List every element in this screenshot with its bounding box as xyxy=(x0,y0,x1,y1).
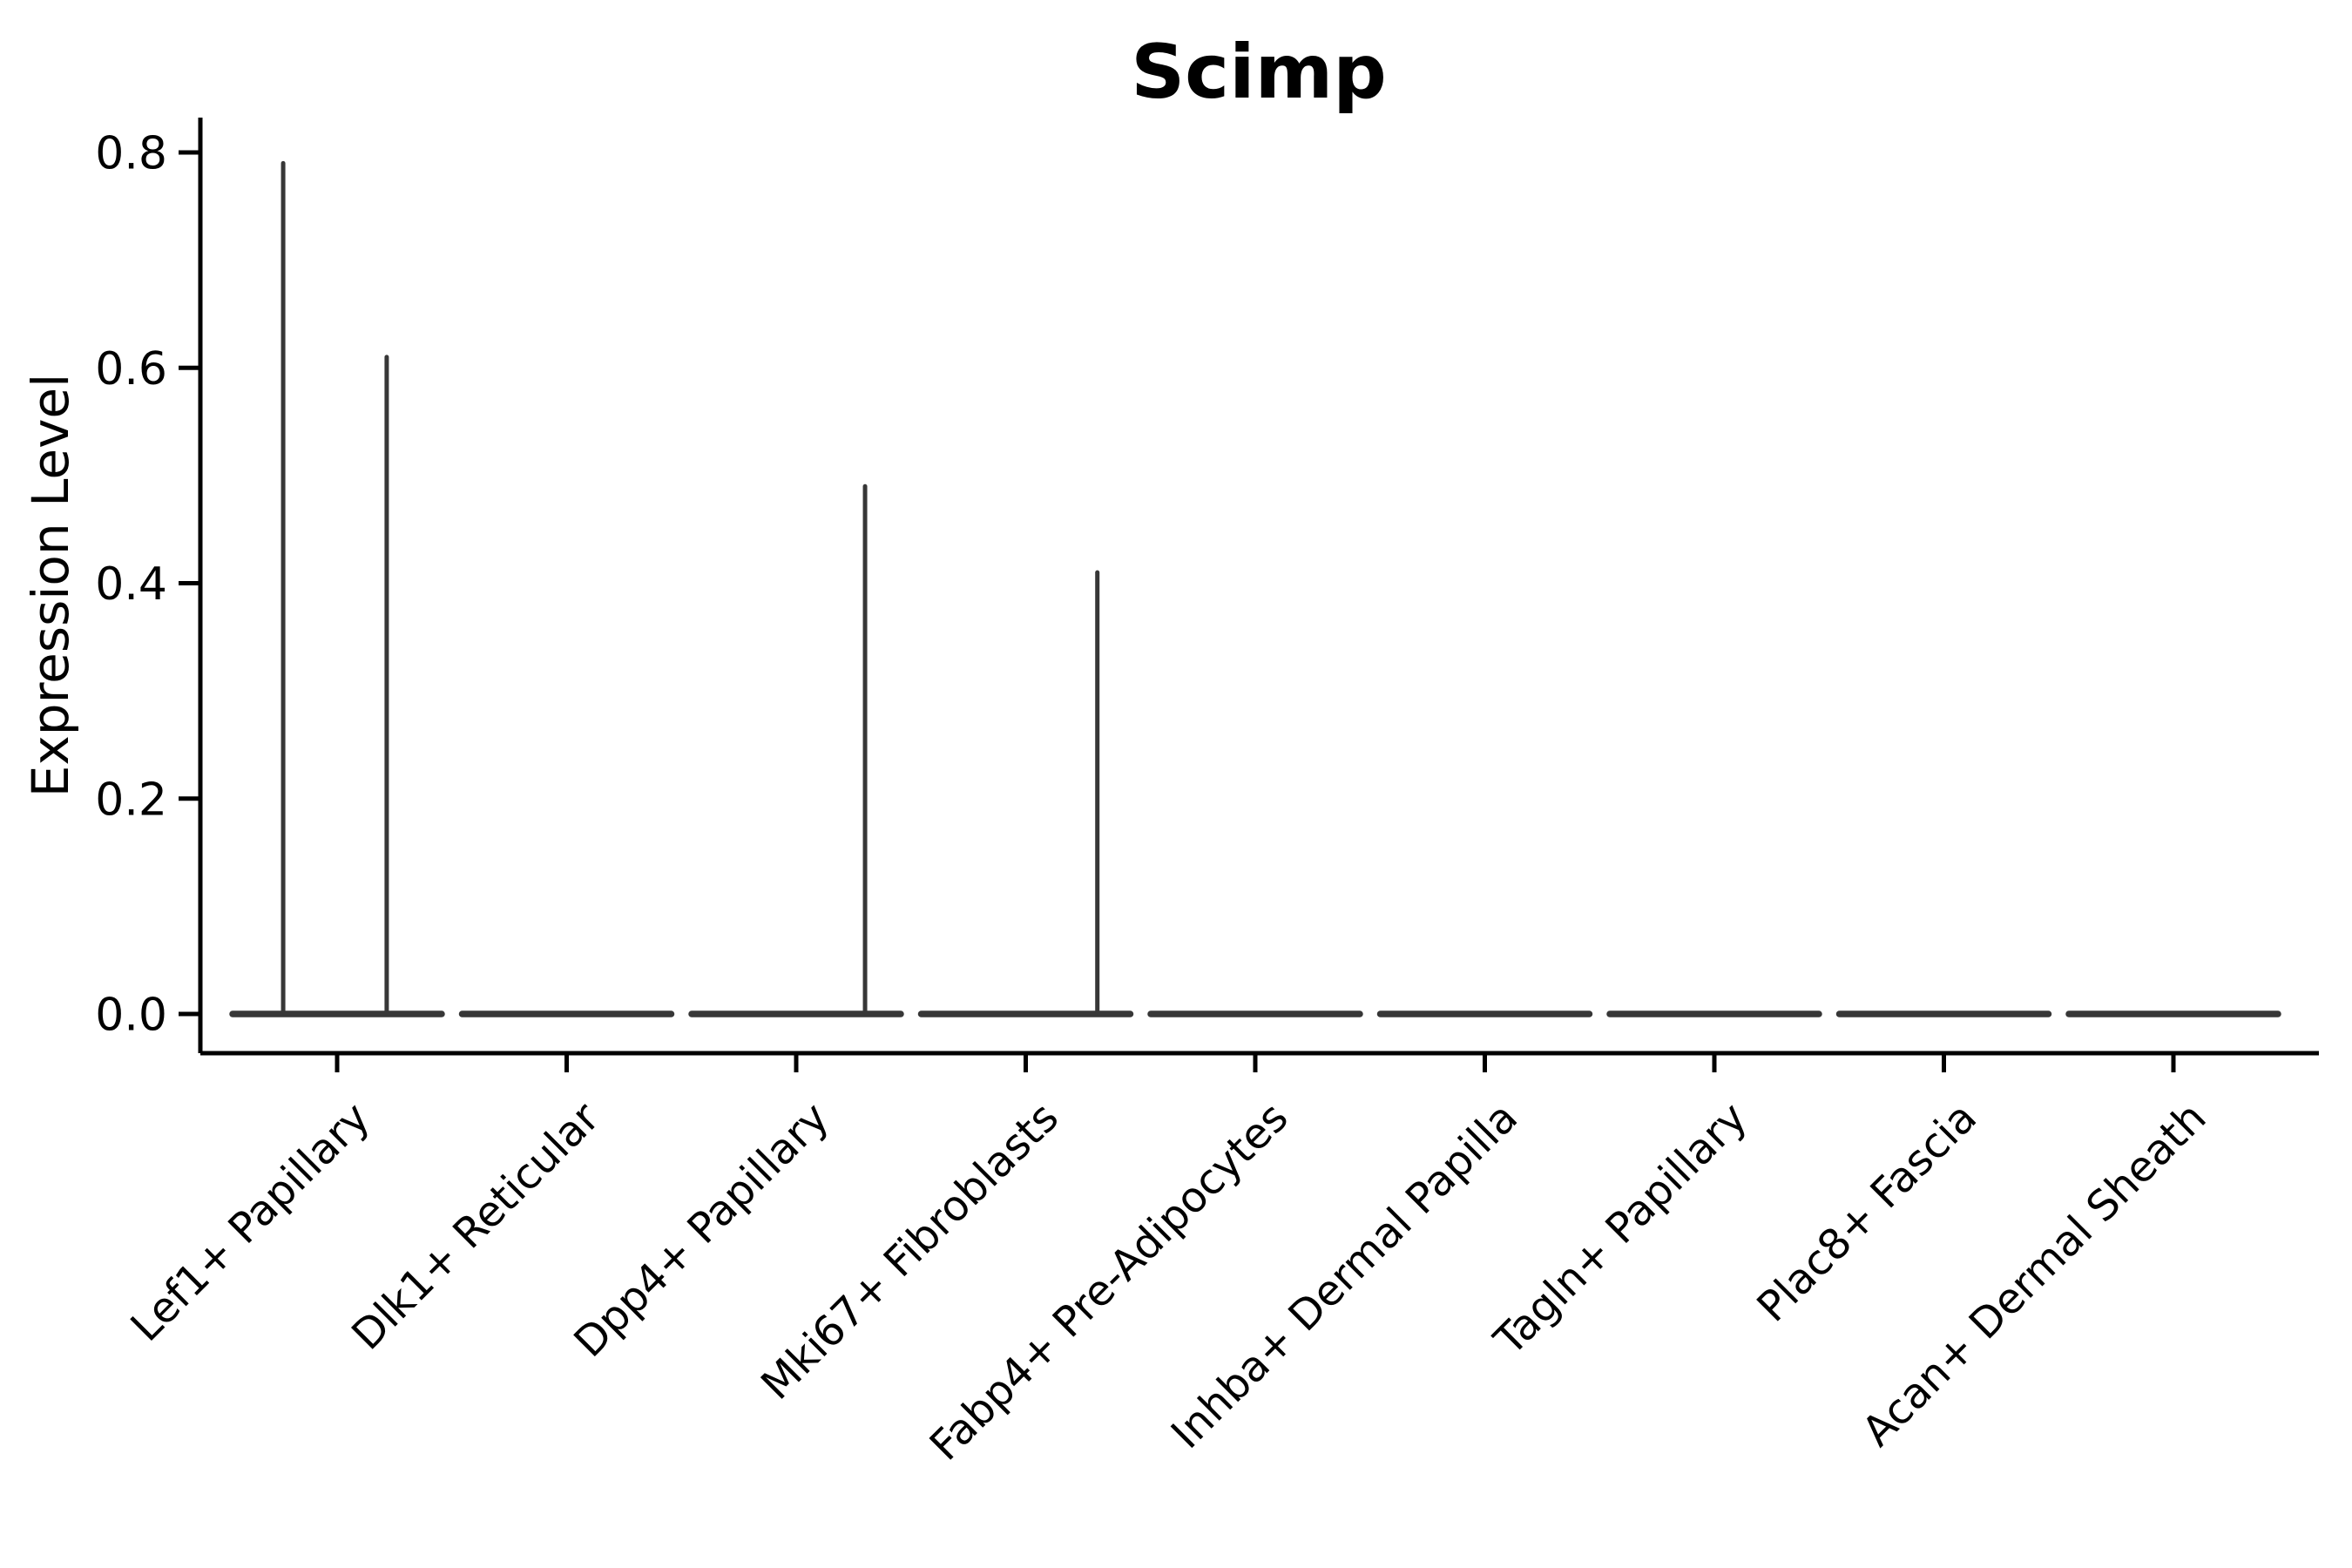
y-tick-label: 0.4 xyxy=(95,558,167,611)
y-axis-label: Expression Level xyxy=(21,374,80,797)
x-tick-label: Lef1+ Papillary xyxy=(122,1093,380,1351)
violins-group xyxy=(229,160,2281,1017)
y-tick-label: 0.8 xyxy=(95,128,167,180)
axes-group xyxy=(179,118,2319,1072)
x-tick-label: Dlk1+ Reticular xyxy=(342,1093,609,1360)
y-tick-label: 0.2 xyxy=(95,774,167,826)
x-tick-label: Tagln+ Papillary xyxy=(1484,1093,1756,1365)
y-tick-label: 0.0 xyxy=(95,990,167,1042)
chart-title: Scimp xyxy=(1131,29,1387,116)
x-tick-label: Plac8+ Fascia xyxy=(1747,1093,1986,1332)
y-tick-labels-group: 0.0 0.2 0.4 0.6 0.8 xyxy=(95,128,167,1042)
y-tick-label: 0.6 xyxy=(95,343,167,395)
x-tick-label: Dpp4+ Papillary xyxy=(564,1093,838,1367)
